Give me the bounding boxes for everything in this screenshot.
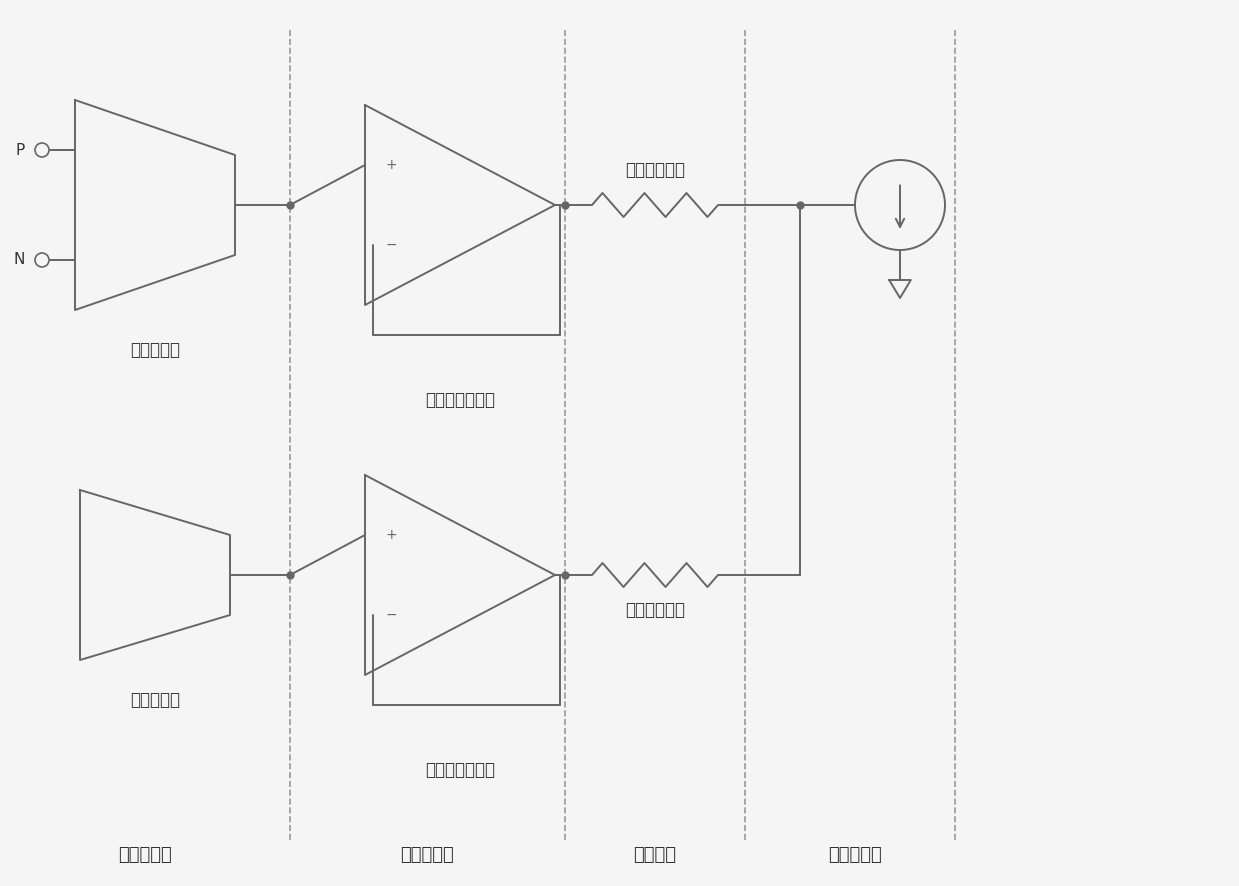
Text: 基准电压源: 基准电压源 [130, 691, 180, 709]
Text: 第一隔交电阵: 第一隔交电阵 [624, 161, 685, 179]
Text: N: N [14, 253, 25, 268]
Text: −: − [385, 238, 398, 252]
Text: 第二隔交电阵: 第二隔交电阵 [624, 601, 685, 619]
Text: 振幅采样器: 振幅采样器 [118, 846, 172, 864]
Text: 包络检测器: 包络检测器 [130, 341, 180, 359]
Text: 电压跟随器: 电压跟随器 [400, 846, 453, 864]
Text: 隔交电阵: 隔交电阵 [633, 846, 676, 864]
Text: 第一电压跟随器: 第一电压跟随器 [425, 391, 496, 409]
Text: 偿置电流源: 偿置电流源 [828, 846, 882, 864]
Text: +: + [385, 528, 398, 542]
Text: +: + [385, 158, 398, 172]
Text: P: P [16, 143, 25, 158]
Text: −: − [385, 608, 398, 622]
Text: 第二电压跟随器: 第二电压跟随器 [425, 761, 496, 779]
